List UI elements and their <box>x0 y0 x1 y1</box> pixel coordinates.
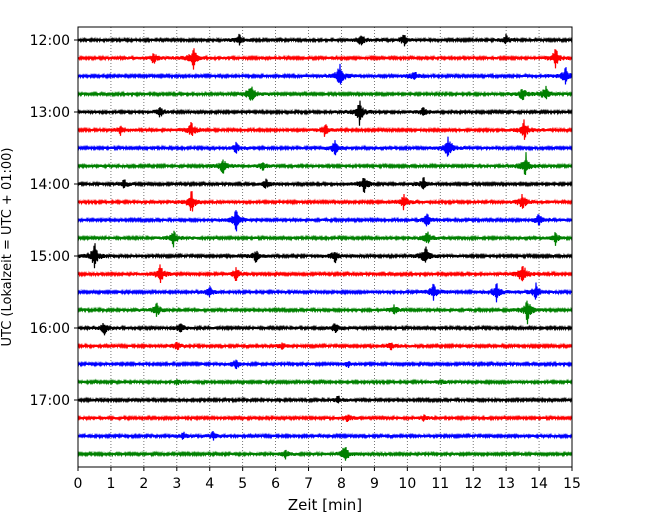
trace-1700 <box>77 395 573 404</box>
trace-1500 <box>77 243 573 269</box>
y-axis-label: UTC (Lokalzeit = UTC + 01:00) <box>0 148 15 347</box>
x-tick-label-7: 7 <box>304 476 313 492</box>
x-tick-label-15: 15 <box>563 476 581 492</box>
y-tick-label-5: 17:00 <box>30 393 70 409</box>
x-axis-ticks: 0 1 2 3 4 5 6 7 8 9 10 11 12 13 14 15 <box>74 467 581 492</box>
trace-1230 <box>77 63 573 85</box>
y-tick-label-1: 13:00 <box>30 105 70 121</box>
trace-1545 <box>77 300 573 325</box>
y-tick-label-0: 12:00 <box>30 33 70 49</box>
trace-1615 <box>77 341 573 351</box>
trace-lines <box>77 33 573 461</box>
x-tick-label-11: 11 <box>431 476 449 492</box>
x-tick-label-2: 2 <box>139 476 148 492</box>
grid-lines <box>110 27 540 467</box>
x-tick-label-0: 0 <box>74 476 83 492</box>
y-axis-ticks: 12:00 13:00 14:00 15:00 16:00 17:00 <box>30 33 78 409</box>
x-tick-label-9: 9 <box>370 476 379 492</box>
trace-1715 <box>77 414 573 423</box>
y-tick-label-4: 16:00 <box>30 321 70 337</box>
x-axis-label: Zeit [min] <box>288 496 362 514</box>
x-tick-label-5: 5 <box>238 476 247 492</box>
x-tick-label-1: 1 <box>106 476 115 492</box>
x-tick-label-13: 13 <box>497 476 515 492</box>
trace-1600 <box>77 322 573 336</box>
trace-1415 <box>77 191 573 212</box>
x-tick-label-12: 12 <box>464 476 482 492</box>
trace-1530 <box>77 282 573 303</box>
y-tick-label-2: 14:00 <box>30 177 70 193</box>
trace-1730 <box>77 430 573 441</box>
trace-1515 <box>77 264 573 284</box>
x-tick-label-6: 6 <box>271 476 280 492</box>
x-tick-label-4: 4 <box>205 476 214 492</box>
trace-1330 <box>77 136 573 157</box>
x-tick-label-10: 10 <box>398 476 416 492</box>
x-tick-label-3: 3 <box>172 476 181 492</box>
x-tick-label-8: 8 <box>337 476 346 492</box>
trace-1400 <box>77 177 573 193</box>
trace-1315 <box>77 119 573 140</box>
trace-1245 <box>77 85 573 101</box>
trace-1345 <box>77 152 573 176</box>
trace-1300 <box>77 100 573 126</box>
trace-1630 <box>77 359 573 370</box>
trace-1645 <box>77 378 573 386</box>
trace-1745 <box>77 446 573 461</box>
y-tick-label-3: 15:00 <box>30 249 70 265</box>
trace-1200 <box>77 33 573 47</box>
x-tick-label-14: 14 <box>530 476 548 492</box>
trace-1215 <box>77 48 573 70</box>
plot-frame <box>77 26 573 468</box>
trace-1445 <box>77 230 573 248</box>
trace-1430 <box>77 210 573 232</box>
